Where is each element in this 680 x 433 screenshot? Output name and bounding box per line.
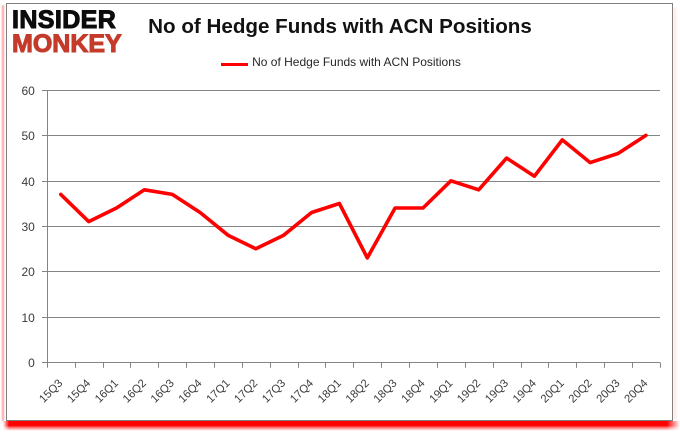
svg-text:19Q2: 19Q2 <box>455 377 483 405</box>
svg-text:40: 40 <box>21 175 35 189</box>
svg-text:20Q1: 20Q1 <box>539 377 567 405</box>
svg-text:19Q1: 19Q1 <box>427 377 455 405</box>
svg-text:50: 50 <box>21 129 35 143</box>
svg-text:17Q1: 17Q1 <box>204 377 232 405</box>
svg-text:0: 0 <box>28 356 35 370</box>
svg-text:17Q3: 17Q3 <box>260 377 288 405</box>
svg-text:15Q3: 15Q3 <box>37 377 65 405</box>
svg-text:60: 60 <box>21 84 35 98</box>
svg-text:15Q4: 15Q4 <box>65 377 93 405</box>
svg-text:18Q2: 18Q2 <box>344 377 372 405</box>
svg-text:20Q2: 20Q2 <box>567 377 595 405</box>
svg-text:17Q4: 17Q4 <box>288 377 316 405</box>
svg-text:16Q1: 16Q1 <box>93 377 121 405</box>
svg-text:20: 20 <box>21 265 35 279</box>
svg-text:18Q3: 18Q3 <box>372 377 400 405</box>
svg-text:19Q4: 19Q4 <box>511 377 539 405</box>
svg-text:16Q3: 16Q3 <box>149 377 177 405</box>
svg-text:30: 30 <box>21 220 35 234</box>
svg-text:16Q2: 16Q2 <box>121 377 149 405</box>
svg-text:10: 10 <box>21 311 35 325</box>
svg-text:20Q4: 20Q4 <box>622 377 650 405</box>
svg-text:18Q1: 18Q1 <box>316 377 344 405</box>
svg-text:17Q2: 17Q2 <box>232 377 260 405</box>
svg-text:19Q3: 19Q3 <box>483 377 511 405</box>
svg-text:16Q4: 16Q4 <box>177 377 205 405</box>
svg-text:18Q4: 18Q4 <box>399 377 427 405</box>
svg-text:20Q3: 20Q3 <box>594 377 622 405</box>
